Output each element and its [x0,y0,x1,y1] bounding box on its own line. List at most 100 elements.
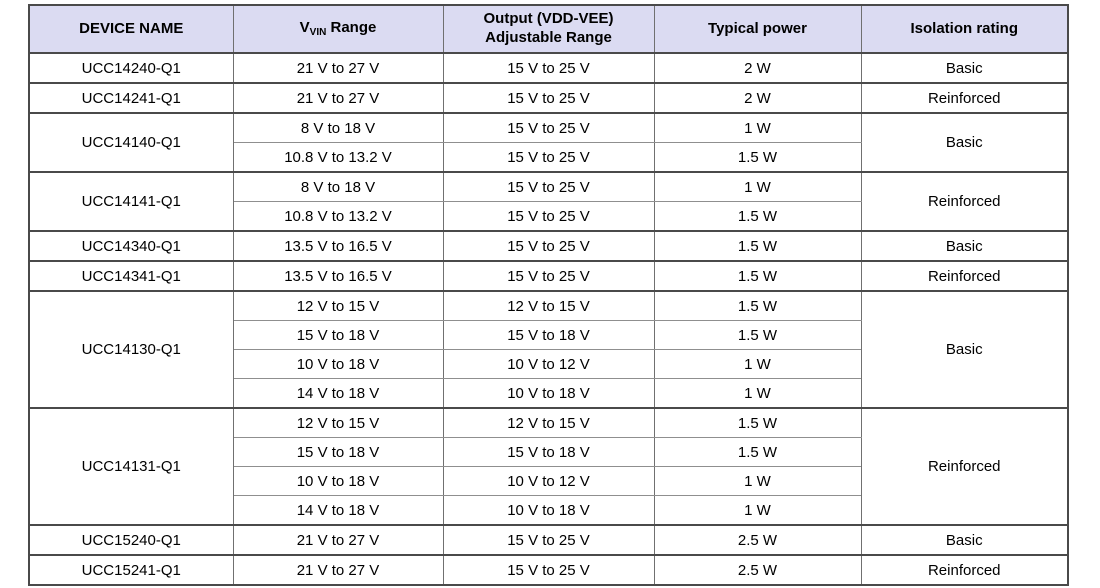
cell-typical-power: 1.5 W [653,407,862,438]
cell-typical-power: 1.5 W [653,320,862,350]
output-header-line2: Adjustable Range [485,29,612,46]
cell-vin-range: 8 V to 18 V [232,171,444,202]
table-row: 10.8 V to 13.2 V 15 V to 25 V 1.5 W [29,142,1068,173]
cell-vin-range: 12 V to 15 V [232,290,444,321]
cell-device-name: UCC14140-Q1 [28,112,234,173]
cell-vin-range: 14 V to 18 V [232,495,444,526]
cell-isolation-rating: Basic [860,112,1069,173]
cell-output-range: 10 V to 12 V [442,349,655,379]
cell-isolation-rating: Basic [860,52,1069,84]
cell-typical-power: 2 W [653,82,862,114]
cell-output-range: 15 V to 25 V [442,524,655,556]
cell-vin-range: 10.8 V to 13.2 V [232,201,444,232]
cell-typical-power: 1.5 W [653,142,862,173]
cell-typical-power: 1.5 W [653,260,862,292]
cell-vin-range: 15 V to 18 V [232,320,444,350]
cell-typical-power: 1.5 W [653,437,862,467]
cell-vin-range: 21 V to 27 V [232,52,444,84]
cell-vin-range: 21 V to 27 V [232,82,444,114]
vvin-subscript: VIN [309,26,327,38]
col-header-device-name: DEVICE NAME [28,4,234,54]
table-body: UCC14240-Q1 21 V to 27 V 15 V to 25 V 2 … [28,52,1069,586]
table-row: UCC15241-Q1 21 V to 27 V 15 V to 25 V 2.… [28,554,1069,586]
table-row: UCC14140-Q1 8 V to 18 V 15 V to 25 V 1 W… [28,112,1069,173]
cell-isolation-rating: Basic [860,290,1069,409]
cell-typical-power: 1 W [653,495,862,526]
cell-output-range: 15 V to 25 V [442,171,655,202]
vvin-base: V [299,18,310,36]
cell-output-range: 15 V to 25 V [442,82,655,114]
cell-typical-power: 2.5 W [653,524,862,556]
cell-output-range: 12 V to 15 V [442,407,655,438]
cell-device-name: UCC14130-Q1 [28,290,234,409]
table-row: UCC15240-Q1 21 V to 27 V 15 V to 25 V 2.… [28,524,1069,556]
table-row: UCC14131-Q1 12 V to 15 V 12 V to 15 V 1.… [28,407,1069,526]
cell-typical-power: 1 W [653,112,862,143]
cell-device-name: UCC14341-Q1 [28,260,234,292]
vvin-rest: Range [326,18,377,36]
cell-output-range: 15 V to 25 V [442,52,655,84]
cell-output-range: 10 V to 12 V [442,466,655,496]
cell-output-range: 12 V to 15 V [442,290,655,321]
cell-typical-power: 1 W [653,171,862,202]
cell-typical-power: 2.5 W [653,554,862,586]
table-row: UCC14141-Q1 8 V to 18 V 15 V to 25 V 1 W… [28,171,1069,232]
cell-vin-range: 10.8 V to 13.2 V [232,142,444,173]
header-row: DEVICE NAME VVIN Range Output (VDD-VEE) A… [28,4,1069,54]
cell-vin-range: 8 V to 18 V [232,112,444,143]
table-row: 14 V to 18 V 10 V to 18 V 1 W [29,378,1068,409]
cell-typical-power: 2 W [653,52,862,84]
cell-typical-power: 1 W [653,349,862,379]
cell-output-range: 15 V to 25 V [442,142,655,173]
cell-device-name: UCC14131-Q1 [28,407,234,526]
table-row: 15 V to 18 V 15 V to 18 V 1.5 W [29,320,1068,350]
cell-device-name: UCC14141-Q1 [28,171,234,232]
cell-vin-range: 15 V to 18 V [232,437,444,467]
col-header-vvin-range: VVIN Range [232,4,444,54]
cell-typical-power: 1.5 W [653,230,862,262]
table-row: 10.8 V to 13.2 V 15 V to 25 V 1.5 W [29,201,1068,232]
cell-vin-range: 12 V to 15 V [232,407,444,438]
device-table: DEVICE NAME VVIN Range Output (VDD-VEE) A… [28,4,1069,586]
cell-vin-range: 14 V to 18 V [232,378,444,409]
col-header-output-range: Output (VDD-VEE) Adjustable Range [442,4,655,54]
col-header-typical-power: Typical power [653,4,862,54]
cell-output-range: 15 V to 25 V [442,112,655,143]
table-row: 14 V to 18 V 10 V to 18 V 1 W [29,495,1068,526]
cell-isolation-rating: Reinforced [860,407,1069,526]
cell-output-range: 15 V to 18 V [442,320,655,350]
cell-typical-power: 1 W [653,378,862,409]
cell-isolation-rating: Reinforced [860,260,1069,292]
cell-device-name: UCC14241-Q1 [28,82,234,114]
cell-vin-range: 13.5 V to 16.5 V [232,230,444,262]
cell-vin-range: 21 V to 27 V [232,524,444,556]
table-row: 10 V to 18 V 10 V to 12 V 1 W [29,349,1068,379]
cell-device-name: UCC14340-Q1 [28,230,234,262]
table-row: 15 V to 18 V 15 V to 18 V 1.5 W [29,437,1068,467]
cell-typical-power: 1 W [653,466,862,496]
cell-vin-range: 10 V to 18 V [232,466,444,496]
table-row: UCC14240-Q1 21 V to 27 V 15 V to 25 V 2 … [28,52,1069,84]
table-row: UCC14340-Q1 13.5 V to 16.5 V 15 V to 25 … [28,230,1069,262]
cell-output-range: 15 V to 18 V [442,437,655,467]
cell-device-name: UCC15241-Q1 [28,554,234,586]
table-row: UCC14130-Q1 12 V to 15 V 12 V to 15 V 1.… [28,290,1069,409]
cell-isolation-rating: Reinforced [860,171,1069,232]
table-header: DEVICE NAME VVIN Range Output (VDD-VEE) A… [28,4,1069,54]
cell-isolation-rating: Basic [860,524,1069,556]
col-header-isolation-rating: Isolation rating [860,4,1069,54]
cell-device-name: UCC14240-Q1 [28,52,234,84]
cell-vin-range: 21 V to 27 V [232,554,444,586]
cell-isolation-rating: Reinforced [860,554,1069,586]
cell-isolation-rating: Reinforced [860,82,1069,114]
cell-vin-range: 13.5 V to 16.5 V [232,260,444,292]
cell-output-range: 15 V to 25 V [442,260,655,292]
cell-vin-range: 10 V to 18 V [232,349,444,379]
cell-output-range: 10 V to 18 V [442,495,655,526]
output-header-line1: Output (VDD-VEE) [483,10,614,28]
cell-isolation-rating: Basic [860,230,1069,262]
cell-output-range: 15 V to 25 V [442,554,655,586]
cell-typical-power: 1.5 W [653,201,862,232]
cell-device-name: UCC15240-Q1 [28,524,234,556]
